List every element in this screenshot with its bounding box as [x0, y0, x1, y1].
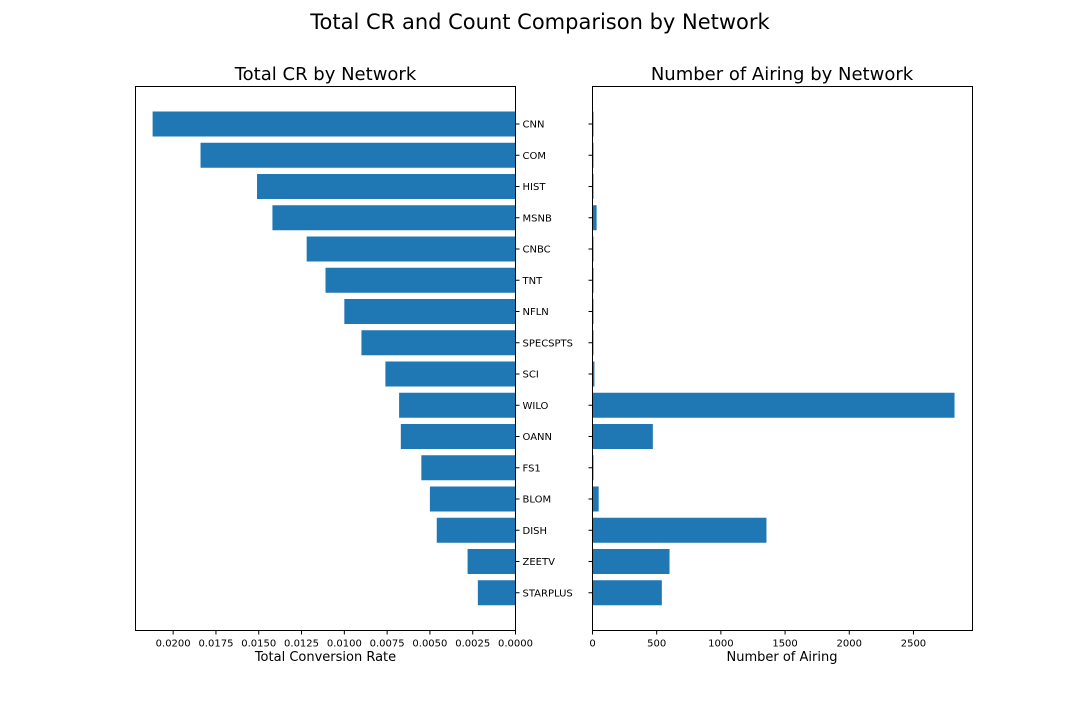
cr-category-label: BLOM [523, 495, 552, 506]
cr-category-label: ZEETV [523, 557, 556, 568]
cr-plot-frame [135, 86, 516, 631]
cr-x-tick-label: 0.0200 [156, 639, 191, 650]
cr-bar-cnn [152, 111, 516, 137]
cr-bar-zeetv [467, 549, 516, 574]
airing-x-axis-label: Number of Airing [727, 650, 838, 665]
cr-bar-tnt [325, 267, 516, 293]
cr-bar-fs1 [421, 455, 516, 481]
figure-title: Total CR and Count Comparison by Network [309, 10, 770, 34]
cr-category-label: STARPLUS [523, 588, 573, 599]
cr-category-label: HIST [523, 182, 547, 193]
cr-x-tick-label: 0.0025 [455, 639, 490, 650]
airing-bar-zeetv [592, 549, 670, 574]
cr-bar-com [200, 142, 516, 168]
cr-bar-starplus [477, 580, 516, 606]
cr-category-label: COM [523, 151, 546, 162]
cr-bar-nfln [344, 299, 516, 324]
cr-category-label: CNBC [523, 245, 551, 256]
airing-bar-dish [592, 517, 767, 543]
airing-x-tick-label: 0 [589, 639, 595, 650]
cr-category-label: TNT [522, 276, 544, 287]
cr-chart-title: Total CR by Network [234, 64, 417, 85]
airing-x-axis-ticks: 0 500 1000 1500 2000 2500 [589, 630, 926, 650]
airing-bar-wilo [592, 392, 955, 418]
cr-x-tick-label: 0.0175 [198, 639, 233, 650]
cr-category-label: DISH [523, 526, 548, 537]
airing-chart: Number of Airing by Network 0 500 1000 1500… [588, 64, 973, 665]
cr-bar-cnbc [306, 236, 516, 262]
airing-x-tick-label: 1000 [708, 639, 733, 650]
cr-category-label: SPECSPTS [523, 338, 574, 349]
cr-bar-blom [429, 486, 516, 512]
airing-bar-oann [592, 424, 653, 449]
cr-x-axis-ticks: 0.0200 0.0175 0.0150 0.0125 0.0100 0.0075 0.00… [156, 630, 533, 650]
airing-x-tick-label: 1500 [772, 639, 797, 650]
airing-bar-msnb [592, 205, 597, 231]
cr-bar-wilo [399, 392, 516, 418]
airing-x-tick-label: 500 [647, 639, 666, 650]
cr-x-tick-label: 0.0075 [370, 639, 405, 650]
cr-category-label: SCI [523, 370, 539, 381]
airing-x-tick-label: 2000 [837, 639, 862, 650]
cr-x-tick-label: 0.0150 [241, 639, 276, 650]
cr-bar-dish [436, 517, 516, 543]
cr-category-label: WILO [523, 401, 549, 412]
cr-x-axis-label: Total Conversion Rate [254, 650, 396, 665]
cr-category-label: OANN [523, 432, 553, 443]
cr-category-label: MSNB [523, 213, 552, 224]
cr-x-tick-label: 0.0000 [498, 639, 533, 650]
airing-plot-frame [592, 86, 973, 631]
cr-bar-oann [400, 424, 516, 449]
cr-category-label: CNN [523, 120, 545, 131]
cr-chart: Total CR by Network 0.0200 0.0175 0.0150 0.… [135, 64, 574, 665]
cr-bar-msnb [272, 205, 516, 231]
cr-bar-sci [385, 361, 516, 387]
cr-bar-specspts [361, 330, 516, 356]
airing-x-tick-label: 2500 [901, 639, 926, 650]
airing-bar-sci [592, 361, 595, 387]
airing-bar-blom [592, 486, 599, 512]
airing-bars [592, 111, 955, 606]
cr-category-label: FS1 [523, 463, 541, 474]
cr-category-axis: CNN COM HIST MSNB CNBC TNT NFLN SPECSPTS SCI WILO… [515, 120, 574, 599]
cr-bars [152, 111, 516, 606]
airing-chart-title: Number of Airing by Network [651, 64, 914, 85]
cr-category-label: NFLN [523, 307, 549, 318]
airing-category-axis [588, 123, 593, 594]
cr-x-tick-label: 0.0100 [327, 639, 362, 650]
cr-x-tick-label: 0.0050 [412, 639, 447, 650]
airing-bar-starplus [592, 580, 662, 606]
cr-bar-hist [257, 174, 516, 199]
cr-x-tick-label: 0.0125 [284, 639, 319, 650]
